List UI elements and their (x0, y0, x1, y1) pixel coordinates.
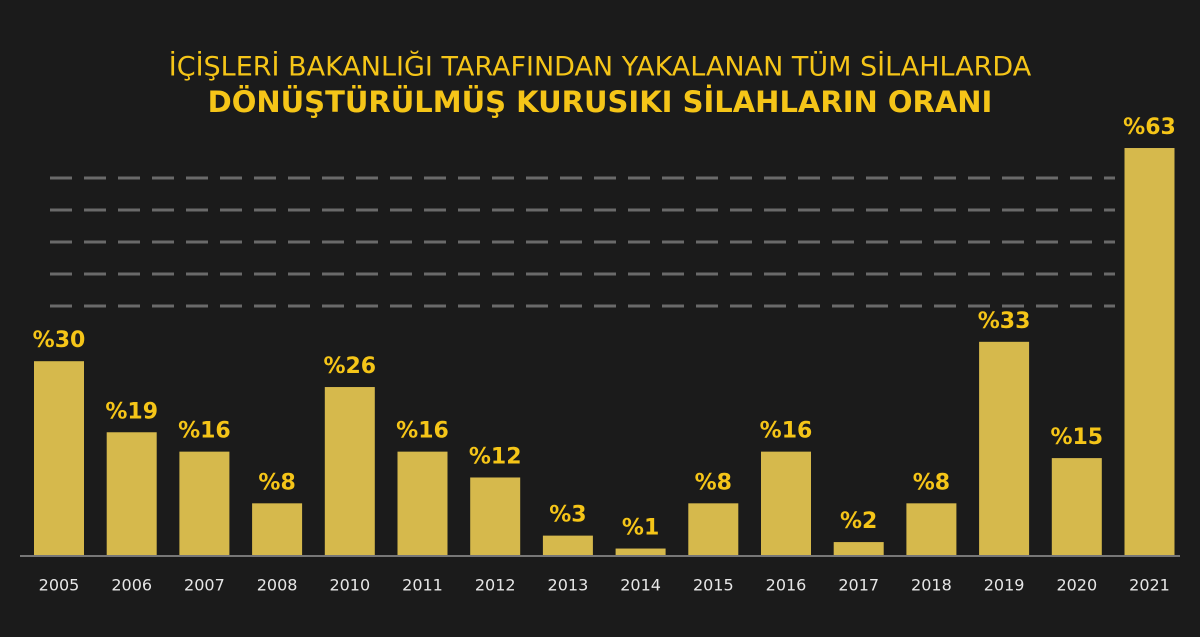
bar (179, 451, 230, 555)
value-label: %12 (469, 444, 522, 469)
value-label: %8 (913, 470, 950, 495)
x-tick-label: 2020 (1056, 576, 1097, 595)
bar (106, 432, 157, 555)
x-tick-label: 2013 (548, 576, 589, 595)
bar (470, 477, 521, 555)
x-tick-label: 2014 (620, 576, 661, 595)
value-label: %19 (105, 399, 158, 424)
x-tick-label: 2010 (329, 576, 370, 595)
x-tick-label: 2017 (838, 576, 879, 595)
x-tick-label: 2016 (766, 576, 807, 595)
x-tick-label: 2007 (184, 576, 225, 595)
bar (688, 503, 739, 555)
x-tick-label: 2006 (111, 576, 152, 595)
value-label: %3 (549, 503, 586, 528)
bar (979, 341, 1030, 555)
value-label: %33 (978, 309, 1031, 334)
x-tick-label: 2008 (257, 576, 298, 595)
bar (761, 451, 811, 555)
value-label: %2 (840, 509, 877, 534)
value-label: %16 (396, 419, 449, 444)
x-tick-label: 2021 (1129, 576, 1170, 595)
value-label: %15 (1050, 425, 1103, 450)
value-label: %30 (33, 328, 86, 353)
bar (615, 548, 666, 555)
chart-subtitle: DÖNÜŞTÜRÜLMÜŞ KURUSIKI SİLAHLARIN ORANI (208, 85, 993, 119)
x-tick-label: 2011 (402, 576, 443, 595)
value-label: %16 (760, 419, 813, 444)
x-tick-label: 2019 (984, 576, 1025, 595)
value-label: %8 (258, 470, 295, 495)
decorative-lines (50, 176, 1115, 308)
bar (1124, 148, 1175, 555)
value-label: %26 (323, 354, 376, 379)
bar (397, 451, 448, 555)
value-label: %16 (178, 419, 231, 444)
x-tick-label: 2015 (693, 576, 734, 595)
bar (833, 542, 884, 555)
chart-title: İÇİŞLERİ BAKANLIĞI TARAFINDAN YAKALANAN … (169, 51, 1032, 83)
bar (906, 503, 957, 555)
bar (252, 503, 303, 555)
bar (34, 361, 84, 555)
bar (1051, 458, 1102, 555)
value-label: %8 (695, 470, 732, 495)
x-tick-label: 2012 (475, 576, 516, 595)
value-label: %1 (622, 516, 659, 541)
x-tick-label: 2018 (911, 576, 952, 595)
value-label: %63 (1123, 115, 1176, 140)
bar (542, 535, 593, 555)
bar (324, 387, 375, 555)
x-tick-label: 2005 (39, 576, 80, 595)
